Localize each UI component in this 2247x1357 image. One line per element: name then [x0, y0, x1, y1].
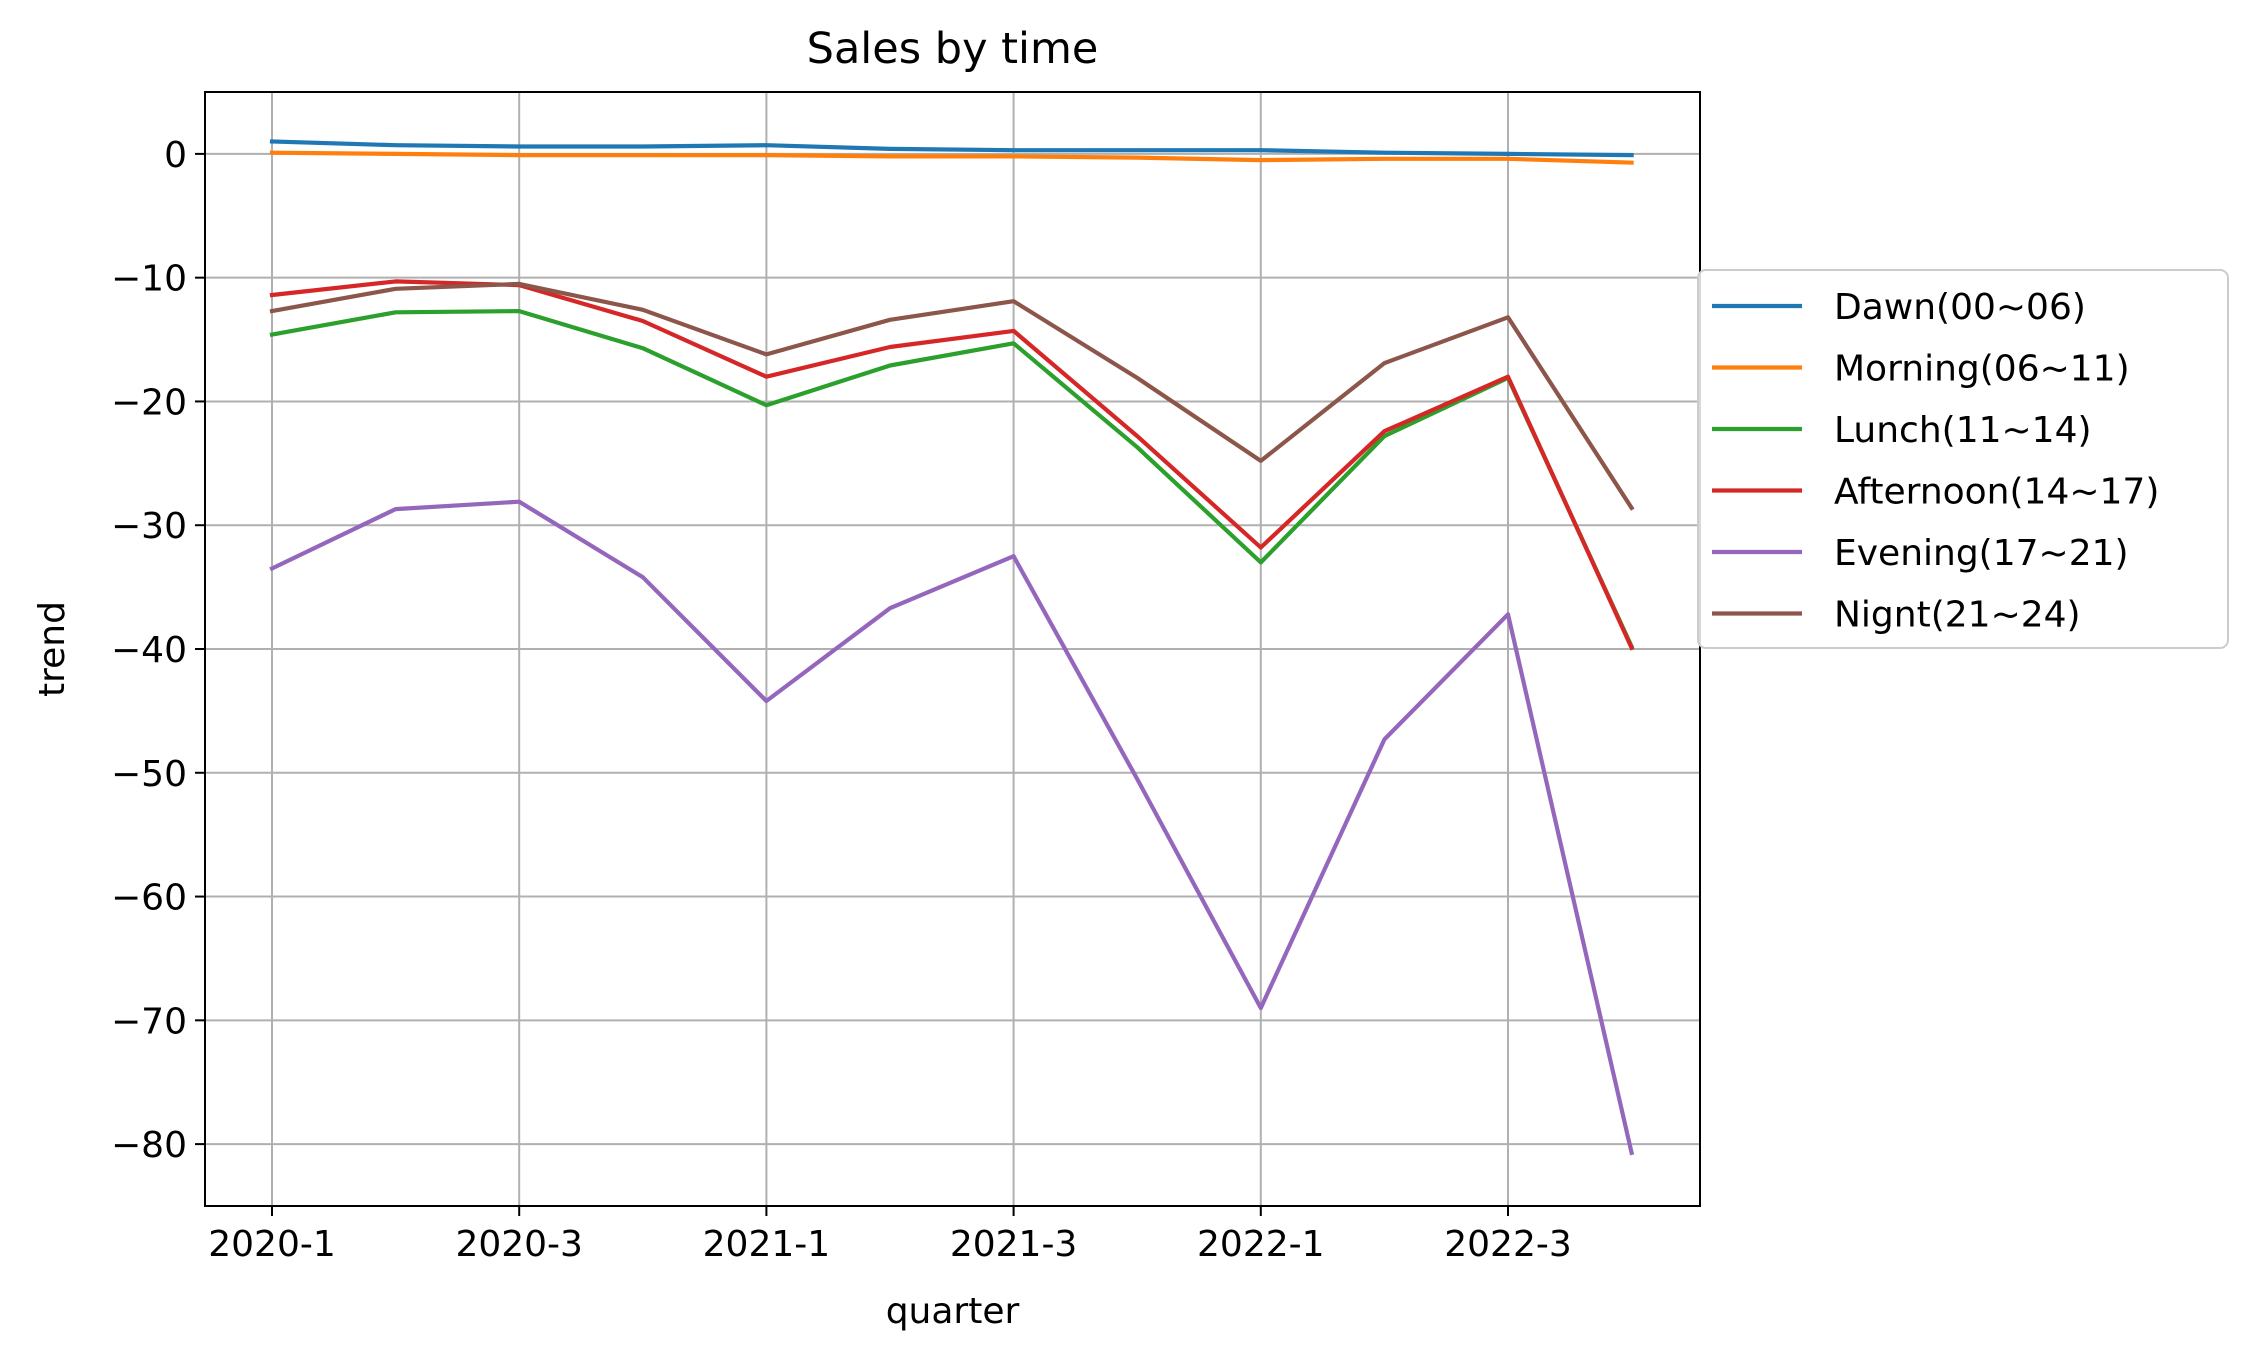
legend: Dawn(00~06) Morning(06~11) Lunch(11~14) Aft… [1697, 269, 2229, 649]
x-tick-label: 2021-3 [950, 1224, 1078, 1265]
series-line-0 [269, 139, 1634, 158]
ticks: 2020-1 2020-3 2021-1 2021-3 2022-1 2022-3 0 −10… [111, 135, 1572, 1265]
legend-label-1: Morning(06~11) [1834, 349, 2130, 390]
x-tick-label: 2022-3 [1444, 1224, 1572, 1265]
grid [205, 92, 1700, 1206]
legend-label-5: Nignt(21~24) [1834, 595, 2081, 636]
legend-label-3: Afternoon(14~17) [1834, 472, 2159, 513]
x-tick-label: 2020-3 [455, 1224, 583, 1265]
x-axis-label: quarter [886, 1291, 1020, 1332]
x-tick-label: 2020-1 [208, 1224, 336, 1265]
y-tick-label: −40 [111, 630, 187, 671]
y-tick-label: −30 [111, 506, 187, 547]
legend-box [1697, 269, 2229, 649]
series-line-4 [269, 499, 1635, 1156]
legend-label-4: Evening(17~21) [1834, 533, 2129, 574]
y-tick-label: 0 [164, 135, 187, 176]
chart-title: Sales by time [807, 24, 1099, 74]
y-tick-label: −70 [111, 1001, 187, 1042]
series-line-1 [269, 150, 1634, 165]
y-tick-label: −80 [111, 1125, 187, 1166]
series-lines [269, 139, 1635, 1156]
series-line-5 [269, 281, 1635, 511]
series-line-2 [269, 309, 1635, 650]
x-tick-label: 2021-1 [703, 1224, 831, 1265]
y-tick-label: −20 [111, 382, 187, 423]
y-tick-label: −10 [111, 259, 187, 300]
y-axis-label: trend [32, 601, 73, 697]
y-tick-label: −50 [111, 754, 187, 795]
legend-label-2: Lunch(11~14) [1834, 410, 2092, 451]
x-tick-label: 2022-1 [1197, 1224, 1325, 1265]
y-tick-label: −60 [111, 878, 187, 919]
legend-label-0: Dawn(00~06) [1834, 287, 2086, 328]
